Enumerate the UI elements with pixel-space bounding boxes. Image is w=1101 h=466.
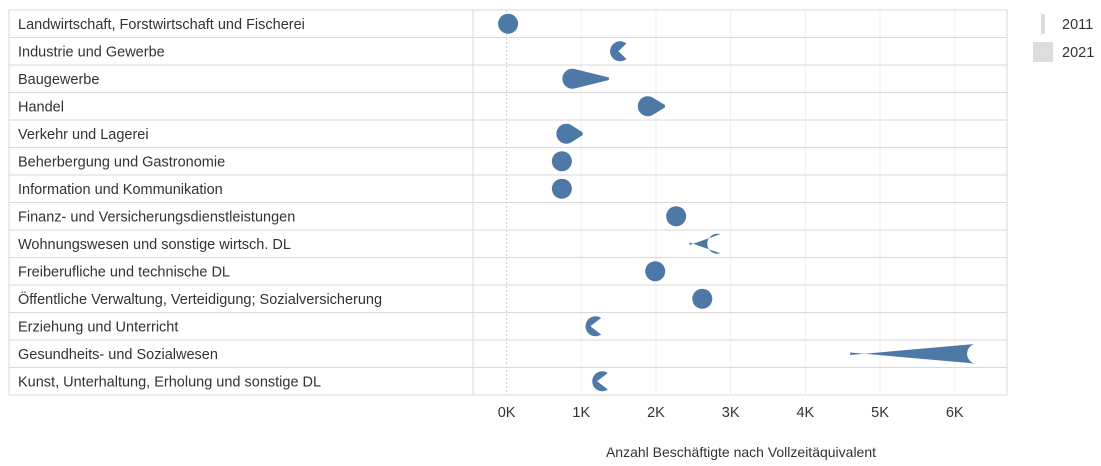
category-label: Erziehung und Unterricht xyxy=(18,319,178,335)
category-labels: Landwirtschaft, Forstwirtschaft und Fisc… xyxy=(18,17,382,391)
comet-mark[interactable] xyxy=(610,41,627,62)
comet-mark[interactable] xyxy=(637,96,665,117)
category-label: Information und Kommunikation xyxy=(18,182,223,198)
comet-mark[interactable] xyxy=(585,316,602,337)
x-tick-label: 0K xyxy=(498,405,516,421)
legend-swatch xyxy=(1041,14,1045,34)
category-label: Baugewerbe xyxy=(18,72,99,88)
comet-mark[interactable] xyxy=(551,151,572,172)
comet-mark[interactable] xyxy=(850,343,978,364)
x-tick-label: 4K xyxy=(796,405,814,421)
comet-mark[interactable] xyxy=(592,371,608,392)
category-label: Beherbergung und Gastronomie xyxy=(18,154,225,170)
category-label: Gesundheits- und Sozialwesen xyxy=(18,347,218,363)
category-label: Kunst, Unterhaltung, Erholung und sonsti… xyxy=(18,374,321,390)
category-label: Verkehr und Lagerei xyxy=(18,127,149,143)
category-label: Finanz- und Versicherungsdienstleistunge… xyxy=(18,209,295,225)
comet-mark[interactable] xyxy=(562,68,609,89)
category-label: Handel xyxy=(18,99,64,115)
legend: 2011 2021 xyxy=(1033,14,1094,62)
comet-mark[interactable] xyxy=(498,13,519,34)
category-label: Industrie und Gewerbe xyxy=(18,44,165,60)
marks-layer xyxy=(498,13,978,392)
comet-mark[interactable] xyxy=(666,206,687,227)
x-tick-label: 1K xyxy=(572,405,590,421)
x-tick-label: 2K xyxy=(647,405,665,421)
comet-mark[interactable] xyxy=(689,233,721,254)
legend-label[interactable]: 2021 xyxy=(1062,45,1094,61)
category-label: Freiberufliche und technische DL xyxy=(18,264,230,280)
comet-mark[interactable] xyxy=(692,288,713,309)
x-axis-title: Anzahl Beschäftigte nach Vollzeitäquival… xyxy=(606,444,876,460)
comet-mark[interactable] xyxy=(645,261,666,282)
legend-label[interactable]: 2011 xyxy=(1062,17,1093,33)
grid-layer xyxy=(8,9,1008,396)
legend-swatch xyxy=(1033,42,1053,62)
comet-mark[interactable] xyxy=(556,123,583,144)
x-tick-label: 6K xyxy=(946,405,964,421)
category-label: Landwirtschaft, Forstwirtschaft und Fisc… xyxy=(18,17,305,33)
comet-mark[interactable] xyxy=(551,178,572,199)
category-label: Öffentliche Verwaltung, Verteidigung; So… xyxy=(18,290,382,308)
x-axis: 0K 1K 2K 3K 4K 5K 6K xyxy=(498,405,964,421)
category-label: Wohnungswesen und sonstige wirtsch. DL xyxy=(18,237,291,253)
x-tick-label: 3K xyxy=(722,405,740,421)
x-tick-label: 5K xyxy=(871,405,889,421)
